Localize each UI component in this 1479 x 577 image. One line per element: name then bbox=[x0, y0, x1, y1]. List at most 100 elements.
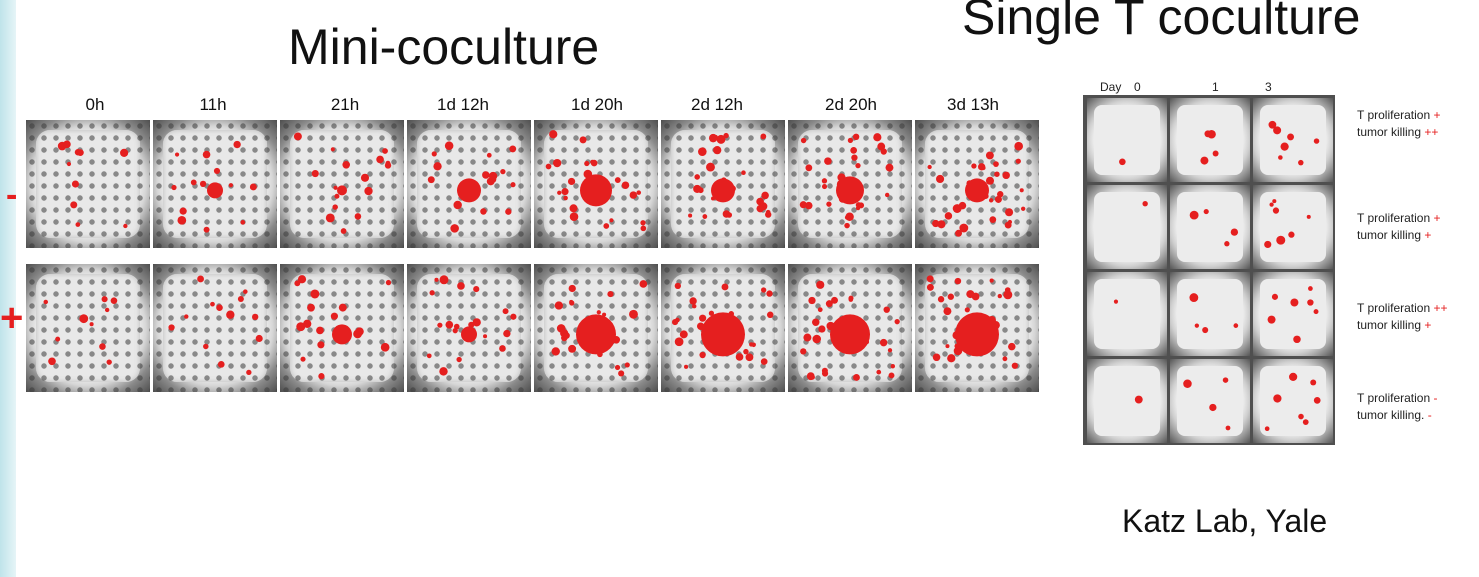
red-cell-dot bbox=[1273, 394, 1282, 403]
timepoint-label: 1d 20h bbox=[571, 95, 623, 114]
red-cell-dot bbox=[994, 195, 1002, 203]
red-cell-dot bbox=[1267, 315, 1276, 324]
red-cell-dot bbox=[210, 301, 215, 307]
red-cell-dot bbox=[333, 185, 338, 190]
red-cell-dot bbox=[444, 141, 454, 150]
red-cell-dot bbox=[310, 289, 320, 299]
red-cell-dot bbox=[799, 201, 807, 209]
microscopy-tile bbox=[788, 120, 912, 248]
red-cell-dot bbox=[964, 307, 970, 313]
red-cell-dot bbox=[1306, 214, 1311, 219]
red-cell-dot bbox=[294, 280, 301, 287]
red-cell-dot bbox=[614, 177, 621, 184]
day-axis-label: Day bbox=[1100, 80, 1122, 94]
red-cell-dot bbox=[456, 356, 462, 363]
microscopy-tile bbox=[534, 264, 658, 392]
tumor-cluster bbox=[965, 178, 989, 203]
red-cell-dot bbox=[246, 369, 252, 376]
red-cell-dot bbox=[800, 348, 807, 355]
red-cell-dot bbox=[168, 324, 175, 331]
red-cell-dot bbox=[1233, 323, 1239, 328]
red-cell-dot bbox=[954, 277, 962, 285]
red-cell-dot bbox=[890, 364, 896, 369]
microscopy-tile bbox=[153, 264, 277, 392]
red-cell-dot bbox=[171, 184, 177, 191]
red-cell-dot bbox=[55, 336, 61, 342]
cell-dots bbox=[426, 275, 517, 376]
red-cell-dot bbox=[699, 351, 706, 359]
red-cell-dot bbox=[1019, 188, 1024, 193]
red-cell-dot bbox=[944, 212, 953, 220]
red-cell-dot bbox=[203, 343, 209, 350]
red-cell-dot bbox=[1269, 202, 1274, 207]
red-cell-dot bbox=[1224, 241, 1230, 247]
red-cell-dot bbox=[1005, 208, 1014, 217]
red-cell-dot bbox=[1002, 356, 1008, 362]
red-cell-dot bbox=[434, 277, 439, 282]
red-cell-dot bbox=[429, 290, 435, 296]
timepoint-label: 21h bbox=[330, 95, 360, 114]
red-cell-dot bbox=[603, 223, 610, 229]
red-cell-dot bbox=[1313, 309, 1319, 315]
cell-dots bbox=[926, 275, 1019, 369]
red-cell-dot bbox=[342, 161, 350, 169]
red-cell-dot bbox=[760, 358, 768, 365]
red-cell-dot bbox=[177, 215, 187, 225]
red-cell-dot bbox=[761, 287, 767, 293]
red-cell-dot bbox=[812, 334, 822, 344]
single-microscopy-tile bbox=[1087, 98, 1167, 182]
red-cell-dot bbox=[879, 338, 888, 347]
red-cell-dot bbox=[821, 370, 829, 377]
red-cell-dot bbox=[439, 275, 449, 285]
single-microscopy-tile bbox=[1087, 359, 1167, 443]
red-cell-dot bbox=[569, 212, 579, 221]
red-cell-dot bbox=[855, 206, 861, 211]
red-cell-dot bbox=[816, 280, 825, 289]
red-cell-dot bbox=[1194, 323, 1200, 328]
red-cell-dot bbox=[1203, 209, 1209, 215]
red-cell-dot bbox=[303, 319, 312, 328]
single-microscopy-tile bbox=[1253, 359, 1333, 443]
microscopy-tile bbox=[915, 264, 1039, 392]
red-cell-dot bbox=[894, 319, 900, 325]
red-cell-dot bbox=[985, 176, 995, 185]
red-cell-dot bbox=[1142, 201, 1148, 207]
red-cell-dot bbox=[989, 216, 997, 224]
red-cell-dot bbox=[674, 337, 684, 347]
red-cell-dot bbox=[101, 296, 108, 303]
red-cell-dot bbox=[994, 171, 1000, 177]
red-cell-dot bbox=[765, 211, 772, 218]
microscopy-tile bbox=[407, 120, 531, 248]
red-cell-dot bbox=[971, 163, 977, 169]
red-cell-dot bbox=[997, 293, 1002, 299]
red-cell-dot bbox=[691, 303, 697, 309]
red-cell-dot bbox=[735, 353, 744, 361]
single-microscopy-tile bbox=[1087, 272, 1167, 356]
red-cell-dot bbox=[380, 342, 390, 352]
red-cell-dot bbox=[1020, 206, 1026, 211]
red-cell-dot bbox=[947, 354, 956, 363]
red-cell-dot bbox=[545, 163, 552, 170]
red-cell-dot bbox=[1280, 142, 1289, 151]
red-cell-dot bbox=[1308, 286, 1313, 291]
single-row-label: T proliferation ++ tumor killing + bbox=[1357, 301, 1448, 332]
red-cell-dot bbox=[71, 180, 80, 188]
red-cell-dot bbox=[761, 191, 769, 200]
red-cell-dot bbox=[89, 322, 94, 327]
red-cell-dot bbox=[1307, 299, 1314, 306]
red-cell-dot bbox=[243, 289, 248, 294]
red-cell-dot bbox=[674, 282, 682, 290]
red-cell-dot bbox=[640, 225, 647, 232]
red-cell-dot bbox=[1298, 159, 1304, 166]
red-cell-dot bbox=[340, 228, 347, 234]
red-cell-dot bbox=[552, 158, 562, 168]
red-cell-dot bbox=[63, 140, 71, 149]
single-microscopy-tile bbox=[1253, 272, 1333, 356]
red-cell-dot bbox=[1276, 235, 1286, 245]
red-cell-dot bbox=[334, 193, 340, 199]
tumor-cluster bbox=[332, 324, 352, 345]
red-cell-dot bbox=[325, 213, 335, 223]
red-cell-dot bbox=[590, 159, 598, 167]
red-cell-dot bbox=[293, 132, 302, 141]
cell-dots bbox=[800, 280, 900, 381]
